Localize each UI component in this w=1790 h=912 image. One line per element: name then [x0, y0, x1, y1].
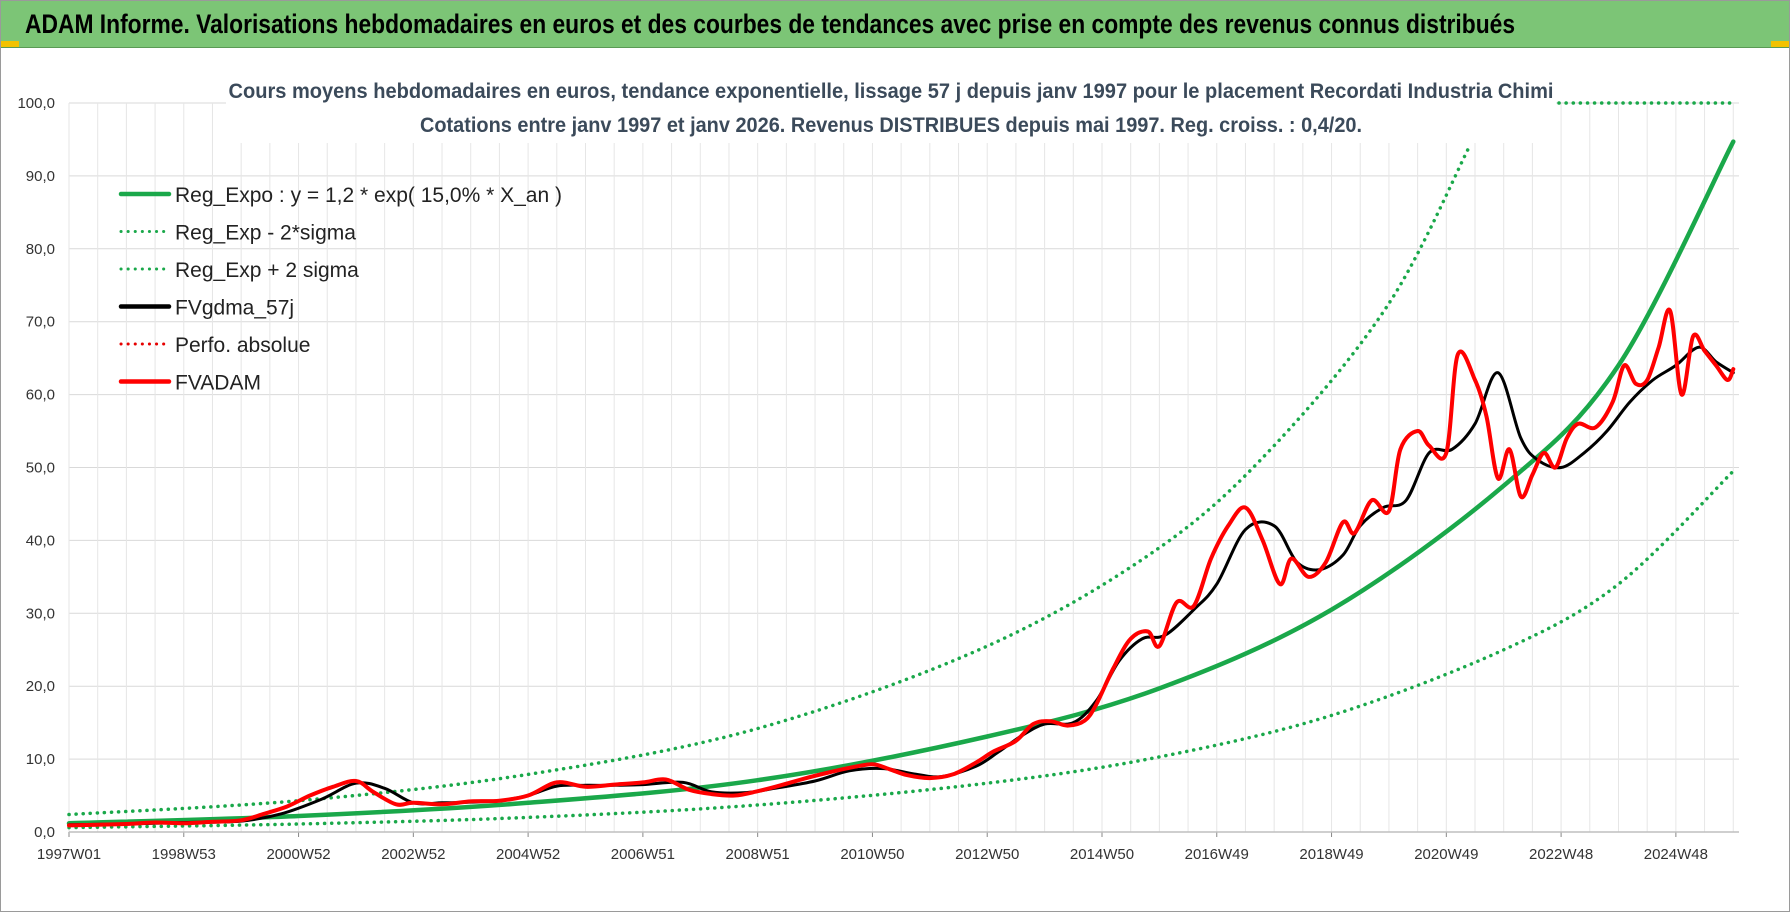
- x-tick-label: 2006W51: [611, 846, 675, 863]
- x-tick-label: 2000W52: [266, 846, 330, 863]
- y-tick-label: 90,0: [26, 168, 55, 185]
- x-tick-label: 1997W01: [37, 846, 101, 863]
- legend-label: Perfo. absolue: [175, 334, 310, 357]
- title-background: [226, 71, 1556, 143]
- x-tick-label: 2024W48: [1644, 846, 1708, 863]
- y-tick-label: 10,0: [26, 751, 55, 768]
- x-tick-label: 2014W50: [1070, 846, 1134, 863]
- legend-label: FVADAM: [175, 372, 261, 395]
- x-tick-label: 2016W49: [1185, 846, 1249, 863]
- y-tick-label: 70,0: [26, 314, 55, 331]
- legend-label: Reg_Exp - 2*sigma: [175, 222, 356, 245]
- series-line-1: [67, 469, 1736, 830]
- x-tick-label: 2022W48: [1529, 846, 1593, 863]
- legend-label: Reg_Expo : y = 1,2 * exp( 15,0% * X_an ): [175, 184, 562, 207]
- series-layer: [66, 101, 1736, 830]
- chart-title-line1: Cours moyens hebdomadaires en euros, ten…: [229, 80, 1554, 103]
- axes: 0,0 10,0 20,0 30,0 40,0 50,0 60,0 70,0 80,0 90,0 1…: [17, 95, 1739, 863]
- y-tick-label: 0,0: [34, 824, 55, 841]
- legend: Reg_Expo : y = 1,2 * exp( 15,0% * X_an )…: [118, 184, 562, 395]
- y-tick-label: 60,0: [26, 387, 55, 404]
- corner-marker-left: [1, 41, 19, 47]
- page-title: ADAM Informe. Valorisations hebdomadaire…: [25, 9, 1516, 39]
- legend-label: FVgdma_57j: [175, 297, 294, 320]
- x-tick-label: 2020W49: [1414, 846, 1478, 863]
- y-tick-label: 30,0: [26, 605, 55, 622]
- header-banner: ADAM Informe. Valorisations hebdomadaire…: [1, 1, 1789, 48]
- legend-label: Reg_Exp + 2 sigma: [175, 259, 359, 282]
- corner-marker-right: [1771, 41, 1789, 47]
- y-tick-label: 50,0: [26, 460, 55, 477]
- x-tick-label: 2018W49: [1299, 846, 1363, 863]
- series-line-2: [67, 144, 1472, 817]
- x-tick-label: 2012W50: [955, 846, 1019, 863]
- y-tick-label: 100,0: [17, 95, 55, 112]
- x-tick-label: 1998W53: [152, 846, 216, 863]
- x-tick-label: 2010W50: [840, 846, 904, 863]
- chart-title-line2: Cotations entre janv 1997 et janv 2026. …: [420, 114, 1362, 137]
- x-tick-label: 2004W52: [496, 846, 560, 863]
- series-line-5: [67, 307, 1736, 828]
- grid: [68, 102, 1739, 833]
- y-tick-label: 40,0: [26, 532, 55, 549]
- y-tick-label: 20,0: [26, 678, 55, 695]
- x-tick-label: 2008W51: [726, 846, 790, 863]
- x-tick-label: 2002W52: [381, 846, 445, 863]
- y-tick-label: 80,0: [26, 241, 55, 258]
